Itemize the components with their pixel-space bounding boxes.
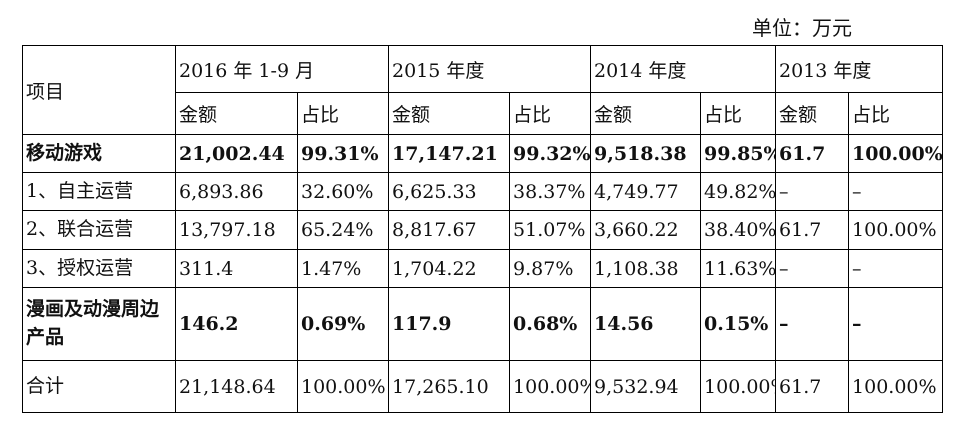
data-cell: 3,660.22	[590, 210, 702, 250]
data-cell: 117.9	[388, 287, 511, 361]
data-cell: 100.00%	[848, 134, 944, 173]
data-cell: 0.15%	[700, 287, 777, 361]
data-cell: 9.87%	[509, 249, 592, 288]
data-cell: 6,625.33	[388, 172, 511, 211]
row-label: 合计	[22, 360, 176, 413]
data-cell: 38.37%	[509, 172, 592, 211]
table: 项目 2016 年 1-9 月 2015 年度 2014 年度 2013 年度 …	[22, 45, 944, 413]
row-label: 1、自主运营	[22, 172, 176, 211]
header-cell: 2013 年度	[775, 45, 944, 93]
data-cell: 32.60%	[296, 172, 390, 211]
data-row: 合计 21,148.64 100.00% 17,265.10 100.00% 9,532.…	[22, 360, 944, 413]
header-cell: 2016 年 1-9 月	[174, 45, 390, 93]
subheader-row: 金额 占比 金额 占比 金额 占比 金额 占比	[23, 92, 944, 135]
data-cell: 51.07%	[509, 210, 592, 250]
data-cell: 1.47%	[296, 249, 390, 288]
header-cell: 2014 年度	[590, 45, 777, 93]
data-cell: 13,797.18	[175, 210, 298, 250]
data-cell: –	[775, 249, 850, 288]
subheader-cell: 金额	[590, 92, 702, 135]
data-cell: 65.24%	[296, 210, 390, 250]
subheader-cell: 占比	[848, 92, 944, 135]
data-cell: 38.40%	[700, 210, 777, 250]
data-cell: 21,002.44	[175, 134, 298, 173]
row-label: 移动游戏	[22, 134, 176, 173]
subheader-cell: 金额	[388, 92, 511, 135]
data-cell: 4,749.77	[590, 172, 702, 211]
data-cell: 99.32%	[509, 134, 592, 173]
data-cell: –	[775, 287, 850, 361]
data-cell: 1,704.22	[388, 249, 511, 288]
subheader-cell: 金额	[775, 92, 850, 135]
data-cell: 0.69%	[296, 287, 390, 361]
data-cell: 9,532.94	[590, 360, 702, 413]
data-cell: 17,265.10	[388, 360, 511, 413]
data-cell: 100.00%	[848, 360, 944, 413]
data-cell: 61.7	[775, 210, 850, 250]
row-label: 漫画及动漫周边产品	[22, 287, 176, 361]
data-cell: 21,148.64	[175, 360, 298, 413]
row-label: 2、联合运营	[22, 210, 176, 250]
header-row: 项目 2016 年 1-9 月 2015 年度 2014 年度 2013 年度	[22, 45, 944, 135]
header-cell: 2015 年度	[388, 45, 592, 93]
table-body: 项目 2016 年 1-9 月 2015 年度 2014 年度 2013 年度 …	[22, 45, 944, 413]
subheader-cell: 占比	[509, 92, 592, 135]
data-cell: 14.56	[590, 287, 702, 361]
data-row: 漫画及动漫周边产品 146.2 0.69% 117.9 0.68% 14.56 0.15% –…	[22, 287, 944, 361]
data-row: 3、授权运营 311.4 1.47% 1,704.22 9.87% 1,108.38 11.…	[22, 249, 944, 288]
data-cell: 1,108.38	[590, 249, 702, 288]
row-label: 3、授权运营	[22, 249, 176, 288]
data-cell: 0.68%	[509, 287, 592, 361]
data-cell: 49.82%	[700, 172, 777, 211]
data-row: 1、自主运营 6,893.86 32.60% 6,625.33 38.37% 4,749.…	[22, 172, 944, 211]
data-cell: 146.2	[175, 287, 298, 361]
data-cell: 6,893.86	[175, 172, 298, 211]
data-cell: 100.00%	[296, 360, 390, 413]
data-cell: 99.85%	[700, 134, 777, 173]
data-cell: 17,147.21	[388, 134, 511, 173]
data-row: 2、联合运营 13,797.18 65.24% 8,817.67 51.07% 3,660…	[22, 210, 944, 250]
subheader-cell: 占比	[296, 92, 390, 135]
data-cell: 311.4	[175, 249, 298, 288]
data-cell: 99.31%	[296, 134, 390, 173]
data-cell: –	[848, 249, 944, 288]
data-cell: 11.63%	[700, 249, 777, 288]
data-cell: 100.00%	[700, 360, 777, 413]
subheader-cell: 占比	[700, 92, 777, 135]
data-cell: –	[848, 172, 944, 211]
data-cell: 100.00%	[509, 360, 592, 413]
data-cell: –	[775, 172, 850, 211]
header-cell: 项目	[22, 45, 176, 135]
data-cell: 61.7	[775, 134, 850, 173]
data-cell: 9,518.38	[590, 134, 702, 173]
data-cell: –	[848, 287, 944, 361]
subheader-cell: 金额	[175, 92, 298, 135]
data-cell: 61.7	[775, 360, 850, 413]
data-cell: 8,817.67	[388, 210, 511, 250]
unit-label: 单位：万元	[752, 16, 852, 40]
data-row: 移动游戏 21,002.44 99.31% 17,147.21 99.32% 9,518.…	[22, 134, 944, 173]
data-cell: 100.00%	[848, 210, 944, 250]
